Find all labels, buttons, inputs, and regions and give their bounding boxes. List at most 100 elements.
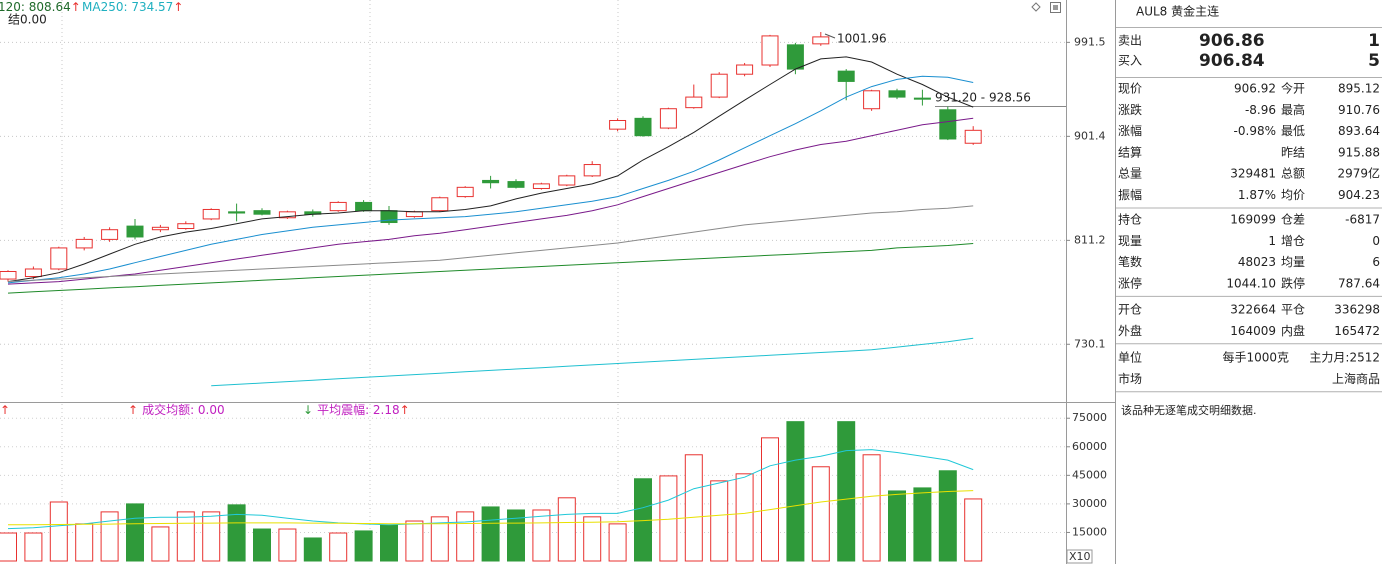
y-tick-label: 991.5 <box>1074 35 1106 48</box>
bid-ask-price: 906.84 <box>1199 51 1265 71</box>
candle-body <box>685 96 703 109</box>
field-value: 主力月:2512 <box>1309 351 1380 365</box>
volume-bar <box>430 516 449 562</box>
legend-arrow: ↑ <box>0 403 10 417</box>
field-label: 市场 <box>1118 371 1142 386</box>
legend-entry: ↓ 平均震幅: 2.18↑ <box>303 402 410 417</box>
moving-average-line <box>8 490 974 526</box>
volume-bar <box>380 524 398 562</box>
bid-ask-volume: 5 <box>1368 51 1380 71</box>
candle-body <box>558 175 576 186</box>
panel-note: 该品种无逐笔成交明细数据. <box>1121 403 1257 417</box>
candle-body <box>964 129 982 144</box>
volume-bar <box>710 480 729 562</box>
unit-label: X10 <box>1069 550 1091 563</box>
candle-body <box>177 223 195 230</box>
volume-bar <box>608 523 627 562</box>
volume-bar <box>761 437 779 562</box>
field-value: 787.64 <box>1338 276 1380 290</box>
volume-bar <box>888 490 906 562</box>
field-label: 今开 <box>1281 81 1305 96</box>
candle-body <box>710 73 728 98</box>
candle-body <box>913 97 931 100</box>
candle-body <box>736 64 754 75</box>
legend-arrow: ↑ <box>400 403 410 417</box>
moving-average-line <box>7 449 974 530</box>
candle-body <box>151 226 169 231</box>
candle-body <box>507 181 525 188</box>
field-label: 持仓 <box>1118 212 1142 227</box>
field-label: 均量 <box>1281 255 1305 269</box>
candle-body <box>863 90 881 110</box>
candle-body <box>0 270 17 280</box>
candle-body <box>278 211 296 219</box>
candle-body <box>634 117 652 137</box>
candle-body <box>659 108 677 129</box>
volume-bar <box>24 532 43 562</box>
volume-pane: 15000 30000 45000 60000 75000 ↑ ↑ 成交均额: 0.00 ↓ 平均… <box>0 402 1107 564</box>
candle-body <box>609 119 627 130</box>
field-label: 最高 <box>1281 102 1305 117</box>
volume-bar <box>913 487 932 562</box>
volume-bar <box>354 530 373 562</box>
volume-bar <box>938 470 957 562</box>
legend-entry: ↑ <box>0 403 10 417</box>
icon-window[interactable] <box>1050 2 1061 13</box>
annotation-leader <box>824 33 836 39</box>
candle-body <box>75 238 93 249</box>
y-tick-label: 75000 <box>1072 411 1107 424</box>
legend-entry: MA250: 734.57↑ <box>82 0 183 14</box>
field-label: 平仓 <box>1281 303 1305 317</box>
field-label: 跌停 <box>1281 275 1305 290</box>
field-value: -8.96 <box>1245 103 1276 117</box>
field-label: 昨结 <box>1281 145 1305 159</box>
y-tick-label: 15000 <box>1072 525 1107 538</box>
field-value: 169099 <box>1230 213 1276 227</box>
candle-body <box>126 225 144 238</box>
unit-box <box>1066 549 1093 564</box>
volume-bar <box>964 498 983 562</box>
y-tick-label: 60000 <box>1072 440 1107 453</box>
candle-body <box>786 44 804 70</box>
volume-bar <box>227 504 246 562</box>
moving-average-line <box>7 205 974 283</box>
volume-bar <box>49 501 68 562</box>
y-tick-label: 30000 <box>1072 497 1107 510</box>
field-value: 904.23 <box>1338 188 1380 202</box>
candle-body <box>532 183 550 189</box>
field-label: 仓差 <box>1281 213 1305 227</box>
volume-bar <box>405 520 424 562</box>
candle-body <box>761 35 779 66</box>
volume-bar <box>151 526 170 562</box>
candle-body <box>888 90 906 98</box>
field-label: 涨幅 <box>1118 123 1142 138</box>
legend-sub: 结0.00 <box>8 13 47 27</box>
volume-bar <box>278 528 297 562</box>
moving-average-line <box>7 75 974 284</box>
volume-bar <box>735 473 754 562</box>
field-label: 外盘 <box>1118 323 1142 338</box>
icon-diamond[interactable] <box>1031 2 1041 12</box>
field-label: 涨停 <box>1118 275 1142 290</box>
candle-body <box>202 208 220 220</box>
candle-body <box>812 36 830 45</box>
field-label: 现价 <box>1118 82 1142 96</box>
moving-average-line <box>7 117 974 285</box>
field-label: 结算 <box>1118 144 1142 159</box>
icon-window-inner <box>1053 5 1058 10</box>
field-label: 笔数 <box>1118 254 1142 269</box>
volume-bar <box>176 511 195 562</box>
legend-text: 成交均额: 0.00 <box>142 402 225 417</box>
field-label: 最低 <box>1281 124 1305 138</box>
candle-body <box>431 197 449 212</box>
field-value: 336298 <box>1334 303 1380 317</box>
field-label: 内盘 <box>1281 323 1305 338</box>
field-value: 2979亿 <box>1337 166 1380 181</box>
legend-arrow: ↑ <box>71 0 81 14</box>
moving-average-line <box>211 337 974 387</box>
legend-entry: 120: 808.64↑ <box>0 0 81 14</box>
field-value: 165472 <box>1334 324 1380 338</box>
vertical-grid <box>61 0 619 562</box>
